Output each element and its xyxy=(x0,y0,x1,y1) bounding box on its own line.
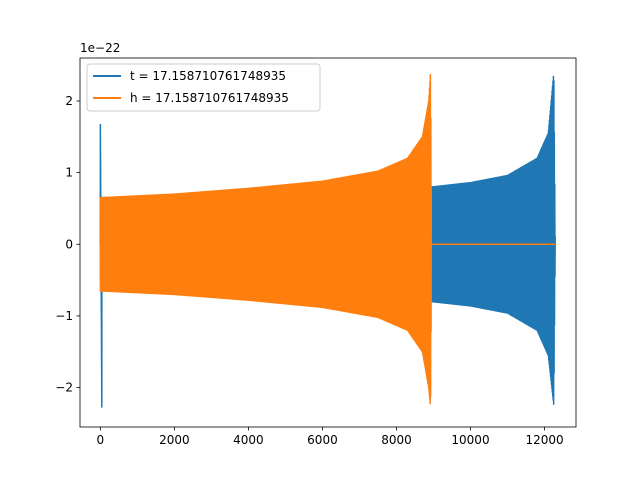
legend: t = 17.158710761748935 h = 17.1587107617… xyxy=(86,63,321,112)
y-tick-label: 2 xyxy=(65,94,73,108)
y-tick-label: −2 xyxy=(55,381,73,395)
x-tick-label: 4000 xyxy=(233,433,264,447)
x-tick-label: 12000 xyxy=(525,433,563,447)
y-axis: −2 −1 0 1 2 xyxy=(55,94,80,395)
y-offset-label: 1e−22 xyxy=(80,41,120,55)
y-tick-label: 1 xyxy=(65,166,73,180)
legend-label-h: h = 17.158710761748935 xyxy=(130,91,289,105)
x-tick-label: 8000 xyxy=(381,433,412,447)
plot-area xyxy=(99,73,556,408)
series-h-line xyxy=(99,73,433,405)
x-axis: 0 2000 4000 6000 8000 10000 12000 xyxy=(97,427,564,447)
x-tick-label: 6000 xyxy=(307,433,338,447)
legend-box xyxy=(86,63,321,112)
x-tick-label: 2000 xyxy=(159,433,190,447)
y-tick-label: 0 xyxy=(65,237,73,251)
y-tick-label: −1 xyxy=(55,309,73,323)
x-tick-label: 0 xyxy=(97,433,105,447)
axes-frame xyxy=(79,57,577,428)
x-tick-label: 10000 xyxy=(451,433,489,447)
legend-label-t: t = 17.158710761748935 xyxy=(130,69,286,83)
